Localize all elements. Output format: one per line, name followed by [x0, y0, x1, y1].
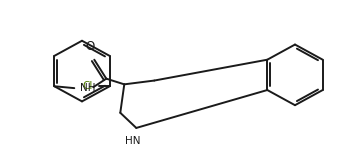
- Text: Cl: Cl: [82, 81, 93, 91]
- Text: NH: NH: [80, 83, 96, 93]
- Text: HN: HN: [125, 136, 140, 146]
- Text: O: O: [86, 40, 95, 53]
